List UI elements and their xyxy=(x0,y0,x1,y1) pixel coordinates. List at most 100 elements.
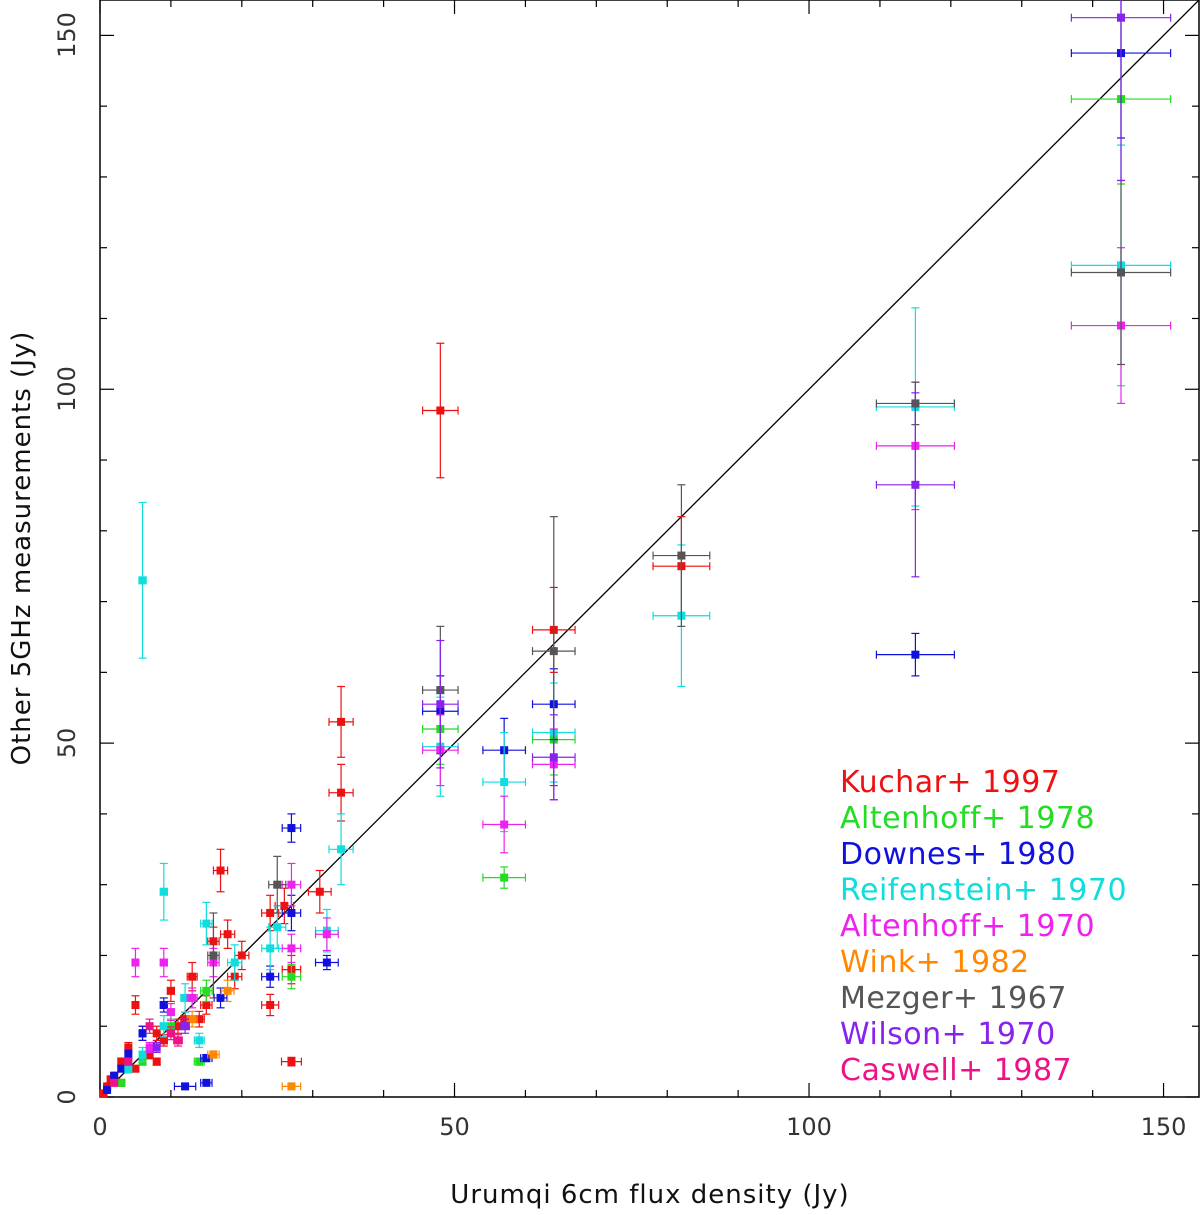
point-marker xyxy=(188,993,197,1002)
point-marker xyxy=(131,1000,140,1009)
point-marker xyxy=(266,1000,275,1009)
point-marker xyxy=(216,993,225,1002)
data-point xyxy=(131,947,140,978)
point-marker xyxy=(145,1043,154,1052)
point-marker xyxy=(152,1057,161,1066)
point-marker xyxy=(287,944,296,953)
point-marker xyxy=(138,1050,147,1059)
point-marker xyxy=(287,972,296,981)
data-point xyxy=(152,1041,161,1054)
data-point xyxy=(482,866,527,889)
data-point xyxy=(281,813,302,843)
data-point xyxy=(200,1078,213,1087)
point-marker xyxy=(138,576,147,585)
legend-entry-altenhoff-1978: Altenhoff+ 1978 xyxy=(840,801,1095,836)
data-point xyxy=(875,392,955,578)
point-marker xyxy=(266,972,275,981)
data-point xyxy=(212,848,229,893)
data-point xyxy=(138,1046,147,1063)
point-marker xyxy=(181,1082,190,1091)
data-point xyxy=(159,1034,168,1047)
point-marker xyxy=(124,1057,133,1066)
point-marker xyxy=(202,1054,211,1063)
series-caswell-1987 xyxy=(110,1018,183,1087)
point-marker xyxy=(549,753,558,762)
point-marker xyxy=(195,1057,204,1066)
point-marker xyxy=(500,778,509,787)
point-marker xyxy=(436,406,445,415)
point-marker xyxy=(159,887,168,896)
data-point xyxy=(110,1071,119,1080)
data-point xyxy=(145,1041,154,1054)
point-marker xyxy=(1117,268,1126,277)
point-marker xyxy=(188,972,197,981)
point-marker xyxy=(500,873,509,882)
point-marker xyxy=(287,824,296,833)
x-axis-label: Urumqi 6cm flux density (Jy) xyxy=(450,1180,849,1210)
data-point xyxy=(200,979,213,1003)
data-point xyxy=(219,919,236,949)
legend-entry-wink-1982: Wink+ 1982 xyxy=(840,945,1030,980)
point-marker xyxy=(287,880,296,889)
point-marker xyxy=(223,986,232,995)
point-marker xyxy=(124,1050,133,1059)
data-point xyxy=(159,862,168,921)
data-point xyxy=(131,1064,140,1073)
x-tick-label: 50 xyxy=(439,1113,470,1141)
point-marker xyxy=(124,1064,133,1073)
x-tick-label: 0 xyxy=(92,1113,107,1141)
x-tick-label: 150 xyxy=(1141,1113,1187,1141)
x-tick-label: 100 xyxy=(786,1113,832,1141)
data-point xyxy=(159,997,168,1013)
point-marker xyxy=(166,1022,175,1031)
data-point xyxy=(138,1025,147,1041)
data-point xyxy=(531,714,576,801)
data-point xyxy=(482,795,527,854)
data-point xyxy=(173,1082,197,1091)
point-marker xyxy=(216,866,225,875)
data-point xyxy=(103,1085,112,1094)
point-marker xyxy=(131,1064,140,1073)
point-marker xyxy=(138,1029,147,1038)
data-point xyxy=(166,1002,176,1022)
point-marker xyxy=(273,923,282,932)
data-point xyxy=(328,763,354,822)
data-point xyxy=(186,961,198,992)
data-point xyxy=(281,964,302,990)
data-points xyxy=(99,0,1172,1098)
point-marker xyxy=(159,1022,168,1031)
point-marker xyxy=(145,1022,154,1031)
data-point xyxy=(220,979,235,1003)
data-point xyxy=(328,685,354,758)
point-marker xyxy=(266,908,275,917)
data-point xyxy=(314,954,339,971)
point-marker xyxy=(181,993,190,1002)
series-wilson-1970 xyxy=(152,0,1172,1054)
point-marker xyxy=(202,1078,211,1087)
point-marker xyxy=(117,1057,126,1066)
point-marker xyxy=(273,880,282,889)
point-marker xyxy=(223,930,232,939)
legend-entry-caswell-1987: Caswell+ 1987 xyxy=(840,1053,1072,1088)
data-point xyxy=(145,1018,154,1034)
series-kuchar-1997 xyxy=(99,342,711,1098)
legend-entry-reifenstein-1970: Reifenstein+ 1970 xyxy=(840,873,1127,908)
point-marker xyxy=(166,1029,175,1038)
point-marker xyxy=(145,1050,154,1059)
data-point xyxy=(227,944,243,981)
data-point xyxy=(207,1050,220,1059)
point-marker xyxy=(315,887,324,896)
point-marker xyxy=(337,788,346,797)
data-point xyxy=(117,1078,126,1087)
point-marker xyxy=(677,551,686,560)
point-marker xyxy=(436,700,445,709)
point-marker xyxy=(195,1036,204,1045)
data-point xyxy=(261,993,280,1017)
data-point xyxy=(314,917,339,952)
data-point xyxy=(166,979,176,1003)
data-point xyxy=(652,484,711,627)
data-point xyxy=(152,1057,161,1066)
point-marker xyxy=(110,1078,119,1087)
legend-entry-altenhoff-1970: Altenhoff+ 1970 xyxy=(840,909,1095,944)
point-marker xyxy=(337,717,346,726)
